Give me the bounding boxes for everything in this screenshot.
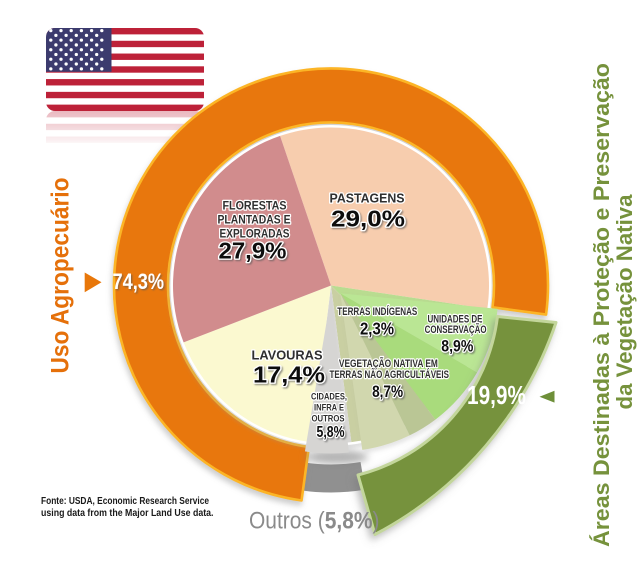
svg-text:74,3%: 74,3% xyxy=(113,269,165,294)
svg-text:8,9%: 8,9% xyxy=(441,337,473,356)
svg-text:CIDADES,: CIDADES, xyxy=(311,392,347,403)
svg-text:OUTROS: OUTROS xyxy=(312,414,345,425)
svg-text:Fonte: USDA, Economic Resear: Fonte: USDA, Economic Research Service xyxy=(41,495,209,507)
svg-text:PASTAGENS: PASTAGENS xyxy=(330,192,405,206)
svg-text:INFRA E: INFRA E xyxy=(314,403,344,414)
svg-text:FLORESTAS: FLORESTAS xyxy=(223,201,287,213)
svg-text:Uso Agropecuário: Uso Agropecuário xyxy=(47,178,75,374)
svg-text:LAVOURAS: LAVOURAS xyxy=(252,349,323,363)
svg-text:8,7%: 8,7% xyxy=(372,382,403,401)
svg-text:17,4%: 17,4% xyxy=(253,362,325,388)
svg-text:da Vegetação Nativa: da Vegetação Nativa xyxy=(612,194,637,410)
svg-text:UNIDADES DE: UNIDADES DE xyxy=(428,314,483,326)
svg-text:27,9%: 27,9% xyxy=(219,238,287,264)
svg-text:PLANTADAS E: PLANTADAS E xyxy=(218,215,291,227)
svg-text:TERRAS INDÍGENAS: TERRAS INDÍGENAS xyxy=(337,305,417,318)
svg-text:CONSERVAÇÃO: CONSERVAÇÃO xyxy=(425,323,487,336)
svg-text:5,8%: 5,8% xyxy=(317,424,345,441)
svg-text:VEGETAÇÃO NATIVA EM: VEGETAÇÃO NATIVA EM xyxy=(339,357,438,370)
svg-text:TERRAS NÃO AGRICULTÁVEIS: TERRAS NÃO AGRICULTÁVEIS xyxy=(329,368,449,381)
svg-text:19,9%: 19,9% xyxy=(467,380,526,410)
svg-text:using data from the Major Lan: using data from the Major Land Use data. xyxy=(41,507,214,519)
svg-text:2,3%: 2,3% xyxy=(360,319,394,339)
svg-text:EXPLORADAS: EXPLORADAS xyxy=(220,229,290,241)
svg-text:Áreas Destinadas à Proteção e: Áreas Destinadas à Proteção e Preservaçã… xyxy=(589,63,614,547)
svg-text:29,0%: 29,0% xyxy=(331,206,405,232)
svg-text:Outros (5,8%): Outros (5,8%) xyxy=(249,508,380,535)
